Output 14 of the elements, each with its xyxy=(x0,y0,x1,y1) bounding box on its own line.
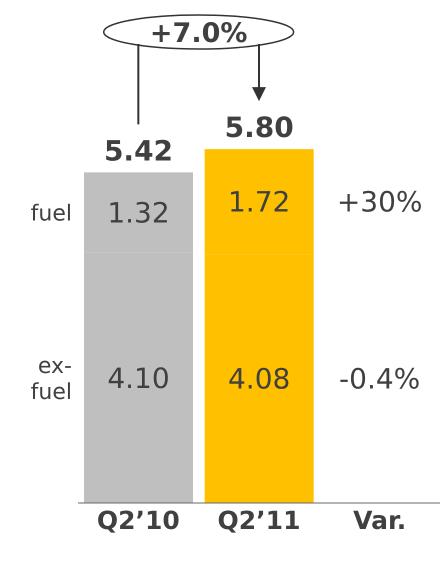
data-label: 1.32 xyxy=(107,196,170,230)
data-label: 1.72 xyxy=(228,186,290,219)
data-label: 4.08 xyxy=(228,362,290,396)
x-tick-label: Q2’11 xyxy=(218,506,300,535)
data-label: 4.10 xyxy=(107,362,170,395)
x-tick-label: Var. xyxy=(353,506,406,535)
text: +7.0% xyxy=(150,18,248,49)
annotation: +30% xyxy=(336,186,423,219)
total-label: 5.80 xyxy=(224,111,294,144)
x-tick-label: Q2’10 xyxy=(96,506,180,535)
total-label: 5.42 xyxy=(104,134,174,168)
series-label: ex-fuel xyxy=(30,354,72,405)
series-label: fuel xyxy=(30,202,72,227)
annotation: -0.4% xyxy=(339,362,420,396)
